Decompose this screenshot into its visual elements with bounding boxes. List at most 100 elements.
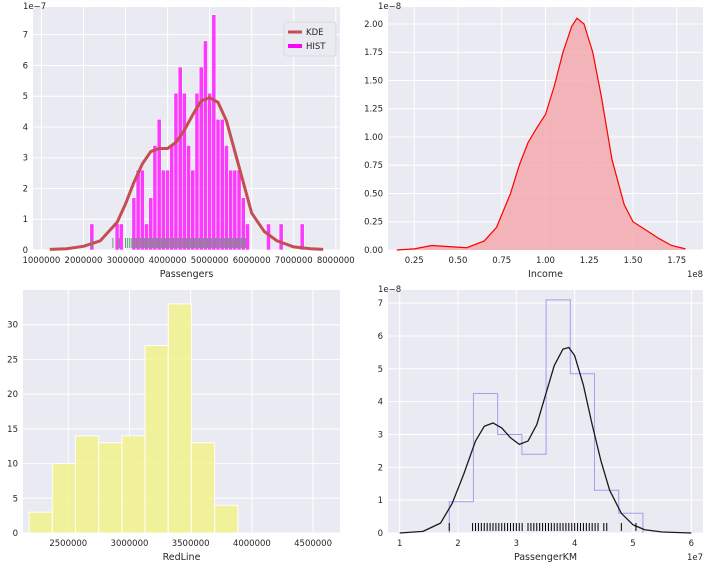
y-tick-label: 5 (13, 494, 18, 504)
y-tick-label: 5 (378, 365, 383, 375)
x-tick-label: 2 (455, 539, 460, 549)
y-tick-label: 1 (23, 215, 28, 225)
hist-bar (299, 223, 305, 251)
y-tick-label: 4 (378, 398, 383, 408)
hist-bar (224, 145, 229, 251)
y-tick-label: 4 (23, 123, 28, 133)
y-tick-label: 6 (378, 332, 383, 342)
chart-panel-3: 0 5 10 15 20 25 30 2500000 3000000 3500000 4000000… (7, 290, 340, 563)
y-tick-label: 1.00 (364, 133, 383, 143)
x-axis-label: PassengerKM (514, 552, 577, 563)
y-tick-label: 20 (7, 390, 18, 400)
hist-bar (118, 223, 124, 251)
x-tick-label: 4000000 (233, 539, 271, 549)
x-tick-label: 1000000 (22, 256, 60, 266)
x-offset-label: 1e7 (687, 553, 703, 563)
x-tick-label: 2000000 (65, 256, 103, 266)
y-tick-label: 1.25 (364, 105, 383, 115)
y-tick-label: 15 (7, 425, 18, 435)
hist-bar (177, 66, 183, 251)
x-tick-label: 6 (689, 539, 694, 549)
hist-bar (181, 92, 187, 251)
x-tick-label: 1.25 (580, 256, 599, 266)
hist-bar (207, 92, 213, 251)
y-tick-label: 30 (7, 321, 18, 331)
hist-bar (203, 40, 208, 251)
kde-line (399, 346, 692, 534)
y-tick-label: 5 (23, 92, 28, 102)
x-tick-label: 0.50 (449, 256, 468, 266)
x-tick-label: 4500000 (294, 539, 332, 549)
y-tick-label: 0.25 (364, 218, 383, 228)
y-tick-label: 3 (378, 430, 383, 440)
legend-label: KDE (306, 28, 324, 38)
x-tick-label: 1.75 (667, 256, 686, 266)
x-tick-label: 3000000 (107, 256, 145, 266)
hist-bar (214, 504, 239, 534)
y-tick-label: 7 (378, 299, 383, 309)
step-histogram (448, 299, 644, 533)
hist-bar (144, 345, 169, 534)
kde-area (396, 18, 686, 251)
x-tick-label: 7000000 (275, 256, 313, 266)
y-tick-label: 0.50 (364, 189, 383, 199)
y-tick-label: 2 (23, 184, 28, 194)
y-tick-label: 7 (23, 31, 28, 41)
x-tick-label: 1.50 (624, 256, 643, 266)
y-tick-label: 2.00 (364, 20, 383, 30)
x-tick-label: 5000000 (191, 256, 229, 266)
y-tick-label: 6 (23, 61, 28, 71)
x-axis-label: Income (528, 269, 563, 280)
hist-bar (139, 169, 145, 251)
hist-bar (51, 463, 77, 534)
hist-bar (245, 223, 250, 251)
hist-bar (211, 14, 217, 251)
legend-label: HIST (306, 42, 326, 52)
hist-bar (121, 435, 146, 534)
hist-bar (278, 223, 284, 251)
y-tick-label: 2 (378, 463, 383, 473)
x-tick-label: 1 (397, 539, 402, 549)
hist-bar (173, 92, 179, 251)
x-tick-label: 2500000 (49, 539, 87, 549)
x-tick-label: 3500000 (172, 539, 210, 549)
y-tick-label: 0.75 (364, 161, 383, 171)
hist-bar (186, 145, 192, 251)
x-tick-label: 3 (514, 539, 519, 549)
x-tick-label: 4 (572, 539, 577, 549)
x-axis-label: RedLine (163, 552, 201, 563)
hist-bar (167, 303, 192, 534)
hist-bar (156, 118, 162, 251)
x-tick-label: 0.25 (405, 256, 424, 266)
hist-bar (194, 92, 200, 251)
hist-bar (98, 442, 123, 534)
y-tick-label: 1 (378, 496, 383, 506)
hist-bar (89, 223, 95, 251)
y-tick-label: 25 (7, 355, 18, 365)
x-tick-label: 5 (630, 539, 635, 549)
x-tick-label: 6000000 (233, 256, 271, 266)
y-tick-label: 0 (13, 529, 18, 539)
hist-bar (219, 118, 225, 251)
x-tick-label: 8000000 (317, 256, 355, 266)
chart-panel-2: 0.00 0.25 0.50 0.75 1.00 1.25 1.50 1.75 2.00 0.25… (364, 2, 703, 280)
hist-bar (215, 118, 221, 251)
y-tick-label: 10 (7, 460, 18, 470)
y-tick-label: 1.50 (364, 76, 383, 86)
x-tick-label: 4000000 (149, 256, 187, 266)
hist-bar (152, 145, 158, 251)
chart-panel-1: 0 1 2 3 4 5 6 7 1000000 2000000 3000000 4000000 5000… (22, 2, 354, 280)
hist-bar (114, 223, 120, 251)
chart-panel-4: 0 1 2 3 4 5 6 7 1 2 3 4 5 6 PassengerKM 1e−8 1e7 (378, 285, 703, 563)
y-tick-label: 0 (23, 246, 28, 256)
y-offset-label: 1e−8 (378, 285, 401, 295)
hist-bar (28, 511, 53, 534)
y-tick-label: 1.75 (364, 48, 383, 58)
hist-bar (169, 145, 175, 251)
y-tick-label: 0.00 (364, 246, 383, 256)
hist-bar (198, 66, 204, 251)
y-tick-label: 3 (23, 154, 28, 164)
hist-bar (190, 442, 216, 534)
